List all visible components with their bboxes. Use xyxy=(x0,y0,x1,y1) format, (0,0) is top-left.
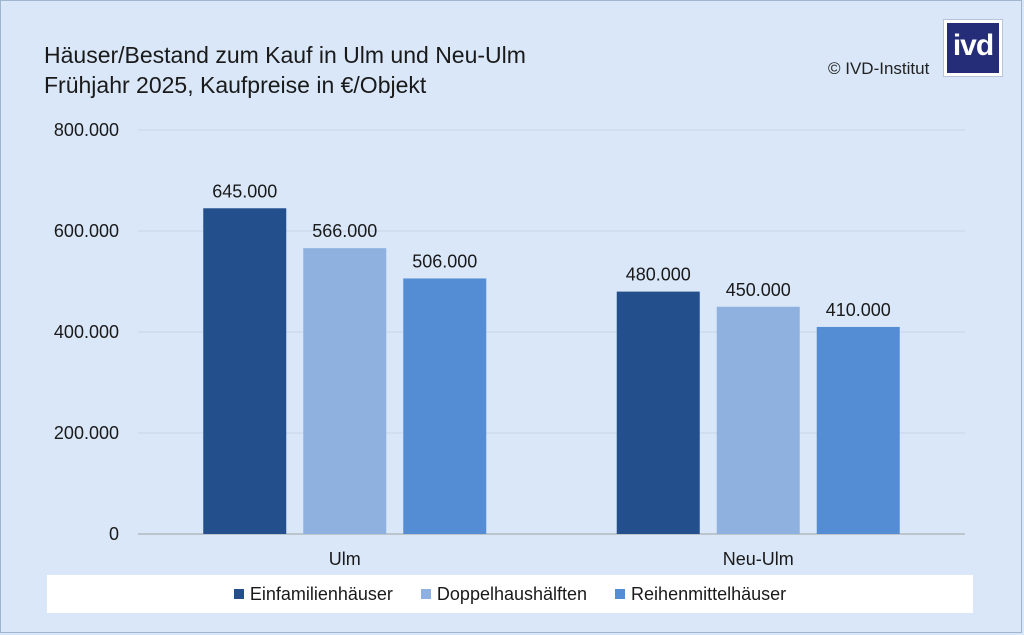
data-label: 566.000 xyxy=(312,221,377,241)
legend-item: Einfamilienhäuser xyxy=(233,583,393,605)
legend-item: Reihenmittelhäuser xyxy=(615,584,786,605)
title-line-2: Frühjahr 2025, Kaufpreise in €/Objekt xyxy=(44,72,427,98)
bar-chart: 0 200.000 400.000 600.000 800.000 645.000 566.… xyxy=(54,120,965,569)
data-label: 480.000 xyxy=(626,265,691,285)
bar xyxy=(303,248,387,535)
x-tick-label: Neu-Ulm xyxy=(723,549,794,569)
legend-label: Reihenmittelhäuser xyxy=(631,583,787,604)
copyright-text: © IVD-Institut xyxy=(828,59,930,78)
ivd-logo-text: ivd xyxy=(952,29,994,62)
legend-swatch xyxy=(233,589,244,599)
bar xyxy=(616,291,700,534)
data-label: 645.000 xyxy=(212,181,277,201)
data-label: 450.000 xyxy=(726,280,791,300)
y-tick-label: 400.000 xyxy=(54,322,119,342)
legend-swatch xyxy=(615,589,626,599)
bar xyxy=(403,278,487,534)
legend-label: Einfamilienhäuser xyxy=(249,583,393,604)
legend-swatch xyxy=(420,589,431,599)
x-tick-label: Ulm xyxy=(329,549,361,569)
y-tick-label: 600.000 xyxy=(54,221,119,241)
y-tick-label: 0 xyxy=(109,524,119,544)
bar xyxy=(716,306,800,534)
legend: Einfamilienhäuser Doppelhaushälften Reihen… xyxy=(47,575,973,613)
y-tick-label: 200.000 xyxy=(54,423,119,443)
legend-label: Doppelhaushälften xyxy=(436,583,588,604)
ivd-logo-mark: ivd xyxy=(947,23,999,73)
data-label: 410.000 xyxy=(826,300,891,320)
title-line-1: Häuser/Bestand zum Kauf in Ulm und Neu-U… xyxy=(44,42,526,68)
ivd-logo: ivd xyxy=(943,19,1003,77)
bar xyxy=(816,326,900,534)
data-label: 506.000 xyxy=(412,251,477,271)
y-tick-label: 800.000 xyxy=(54,120,119,140)
bar xyxy=(203,208,287,534)
legend-item: Doppelhaushälften xyxy=(420,583,588,605)
chart-title: Häuser/Bestand zum Kauf in Ulm und Neu-U… xyxy=(44,40,526,100)
